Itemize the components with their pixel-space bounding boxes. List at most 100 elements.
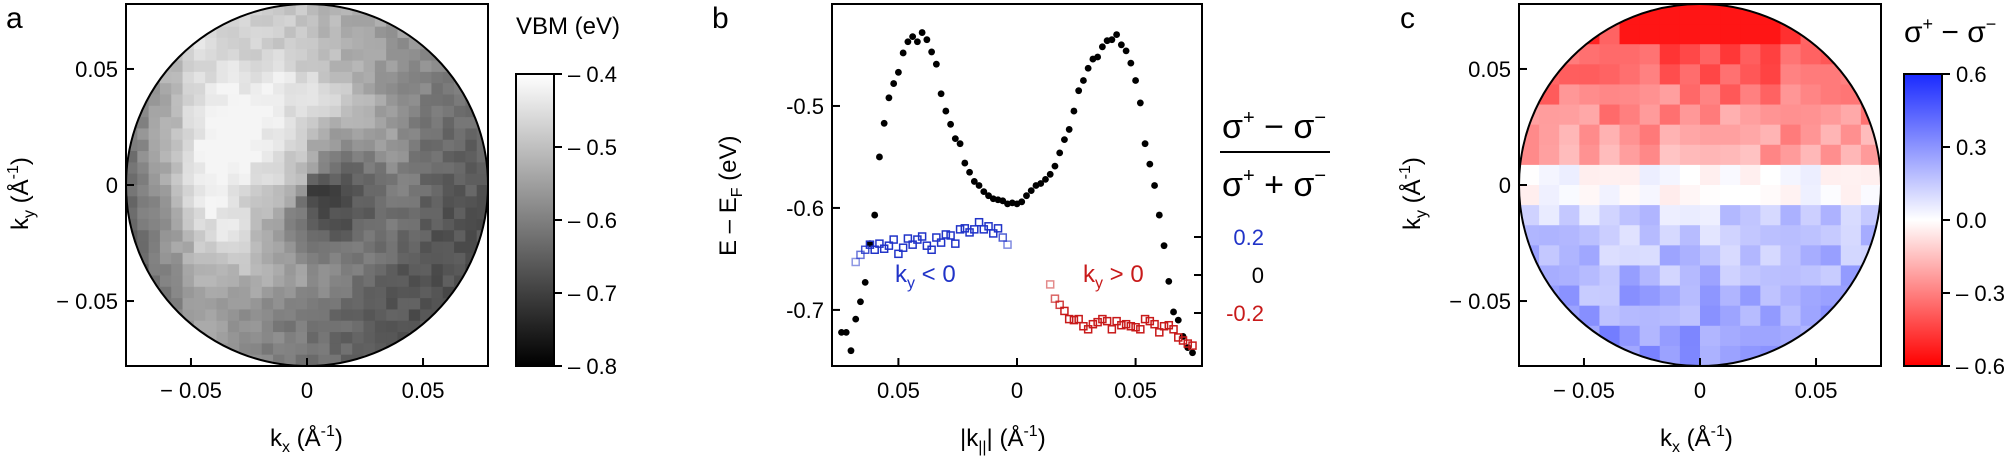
heatmap-cell: [318, 15, 331, 28]
heatmap-cell: [273, 162, 285, 175]
heatmap-cell: [205, 139, 218, 152]
heatmap-cell: [431, 332, 444, 344]
vbm-point: [1132, 77, 1139, 84]
heatmap-cell: [1539, 265, 1560, 287]
heatmap-cell: [465, 83, 478, 96]
heatmap-cell: [216, 320, 229, 333]
heatmap-cell: [374, 230, 387, 243]
heatmap-cell: [273, 15, 285, 28]
panel-label-b: b: [712, 2, 729, 35]
heatmap-cell: [182, 15, 195, 28]
heatmap-cell: [1639, 104, 1661, 126]
colorbar-tick-label: – 0.4: [568, 62, 617, 87]
heatmap-cell: [442, 173, 455, 186]
heatmap-cell: [363, 185, 376, 197]
heatmap-cell: [182, 298, 195, 311]
heatmap-cell: [318, 71, 331, 84]
heatmap-cell: [1559, 345, 1580, 366]
heatmap-cell: [1840, 4, 1862, 25]
colorbar-a: [515, 73, 555, 367]
heatmap-cell: [159, 241, 172, 254]
heatmap-cell: [352, 218, 365, 231]
heatmap-cell: [227, 241, 240, 254]
panel-label-a: a: [6, 2, 23, 35]
right-tick-label: 0.2: [1233, 225, 1264, 250]
heatmap-cell: [374, 83, 387, 96]
y-tick-label: -0.7: [786, 298, 824, 323]
heatmap-cell: [284, 37, 297, 50]
heatmap-cell: [454, 49, 466, 62]
heatmap-cell: [340, 60, 353, 73]
heatmap-cell: [1840, 124, 1862, 146]
heatmap-cell: [1720, 185, 1741, 206]
heatmap-cell: [1619, 164, 1641, 186]
heatmap-cell: [1679, 84, 1701, 106]
heatmap-cell: [442, 128, 455, 141]
cd-point-negative: [984, 222, 993, 231]
heatmap-cell: [386, 354, 399, 366]
heatmap-cell: [1619, 124, 1641, 146]
heatmap-cell: [1860, 24, 1881, 45]
heatmap-cell: [227, 298, 240, 311]
heatmap-cell: [340, 117, 353, 130]
heatmap-cell: [1679, 325, 1701, 347]
y-tick-label: -0.6: [786, 196, 824, 221]
heatmap-cell: [318, 286, 331, 299]
heatmap-cell: [408, 139, 421, 152]
heatmap-cell: [1840, 305, 1862, 327]
heatmap-cell: [284, 83, 297, 96]
heatmap-cell: [295, 185, 308, 197]
heatmap-cell: [1519, 4, 1540, 25]
y-tick-label: − 0.05: [1449, 289, 1511, 314]
heatmap-cell: [148, 60, 161, 73]
heatmap-cell: [159, 275, 172, 288]
heatmap-cell: [386, 196, 399, 209]
heatmap-cell: [465, 37, 478, 50]
cd-point-negative: [955, 225, 965, 234]
heatmap-cell: [1599, 265, 1621, 287]
heatmap-cell: [137, 139, 150, 152]
heatmap-cell: [1800, 124, 1822, 146]
heatmap-cell: [250, 185, 263, 197]
heatmap-cell: [1599, 345, 1621, 366]
vbm-point: [1170, 308, 1177, 316]
x-tick-label: 0.05: [402, 378, 445, 403]
vbm-point: [956, 140, 964, 148]
heatmap-cell: [1720, 104, 1741, 126]
heatmap-cell: [352, 37, 365, 50]
heatmap-cell: [1679, 44, 1701, 65]
heatmap-cell: [284, 117, 297, 130]
heatmap-cell: [284, 162, 297, 175]
heatmap-cell: [431, 185, 444, 197]
heatmap-cell: [227, 162, 240, 175]
heatmap-cell: [1860, 84, 1881, 106]
heatmap-cell: [284, 15, 297, 28]
heatmap-cell: [273, 230, 285, 243]
heatmap-cell: [284, 286, 297, 299]
heatmap-cell: [261, 354, 274, 366]
heatmap-cell: [1700, 205, 1721, 226]
colorbar-tick-label: – 0.6: [568, 208, 617, 233]
heatmap-cell: [329, 15, 342, 28]
heatmap-cell: [454, 332, 466, 344]
heatmap-cell: [1559, 104, 1580, 126]
heatmap-cell: [1820, 164, 1842, 186]
heatmap-cell: [193, 354, 206, 366]
heatmap-cell: [1559, 205, 1580, 226]
heatmap-cell: [1740, 44, 1761, 65]
heatmap-cell: [329, 298, 342, 311]
heatmap-cell: [363, 139, 376, 152]
heatmap-cell: [420, 332, 433, 344]
heatmap-cell: [295, 26, 308, 39]
heatmap-cell: [1800, 245, 1822, 267]
heatmap-cell: [329, 207, 342, 220]
heatmap-cell: [171, 185, 184, 197]
heatmap-cell: [1659, 285, 1681, 307]
heatmap-cell: [1760, 205, 1782, 226]
heatmap-cell: [159, 83, 172, 96]
heatmap-cell: [239, 94, 252, 107]
heatmap-cell: [126, 49, 138, 62]
heatmap-cell: [205, 185, 218, 197]
heatmap-cell: [239, 207, 252, 220]
heatmap-cell: [329, 49, 342, 62]
